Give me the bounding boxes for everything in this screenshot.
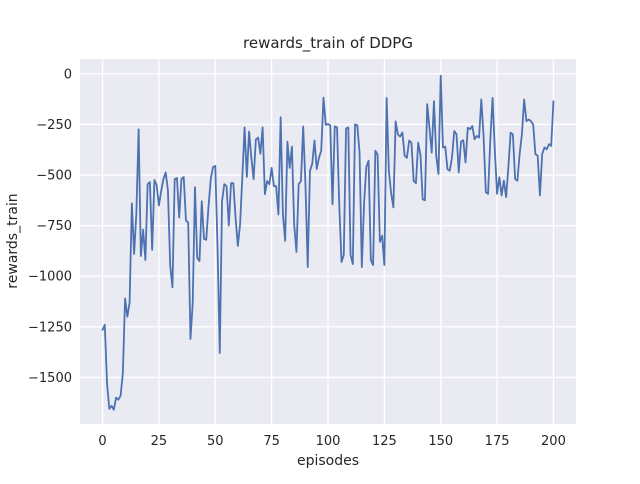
y-tick-label: −1250 (28, 320, 72, 335)
y-tick-label: −1500 (28, 371, 72, 386)
x-tick-label: 200 (541, 434, 566, 449)
x-tick-label: 100 (316, 434, 341, 449)
x-tick-label: 75 (263, 434, 280, 449)
y-tick-label: 0 (64, 67, 72, 82)
y-tick-labels: 0 −250 −500 −750 −1000 −1250 −1500 (28, 67, 72, 386)
x-tick-label: 175 (485, 434, 510, 449)
x-axis-label: episodes (297, 453, 359, 469)
x-tick-label: 50 (207, 434, 224, 449)
y-tick-label: −750 (36, 219, 72, 234)
data-line-rewards-train (101, 74, 555, 411)
x-tick-label: 25 (151, 434, 168, 449)
chart-title: rewards_train of DDPG (243, 34, 413, 53)
x-tick-label: 0 (98, 434, 106, 449)
y-axis-label: rewards_train (5, 193, 21, 288)
x-tick-label: 150 (428, 434, 453, 449)
y-tick-label: −1000 (28, 270, 72, 285)
x-tick-labels: 0 25 50 75 100 125 150 175 200 (98, 434, 565, 449)
y-tick-label: −500 (36, 168, 72, 183)
x-tick-label: 125 (372, 434, 397, 449)
y-tick-label: −250 (36, 118, 72, 133)
